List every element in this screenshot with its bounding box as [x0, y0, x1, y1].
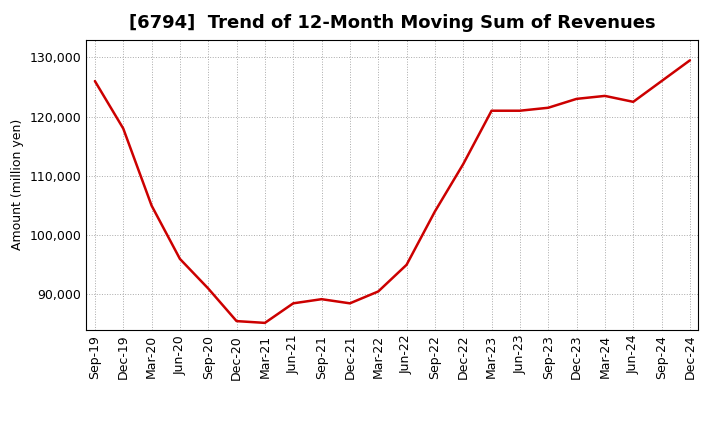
Y-axis label: Amount (million yen): Amount (million yen): [11, 119, 24, 250]
Title: [6794]  Trend of 12-Month Moving Sum of Revenues: [6794] Trend of 12-Month Moving Sum of R…: [129, 15, 656, 33]
